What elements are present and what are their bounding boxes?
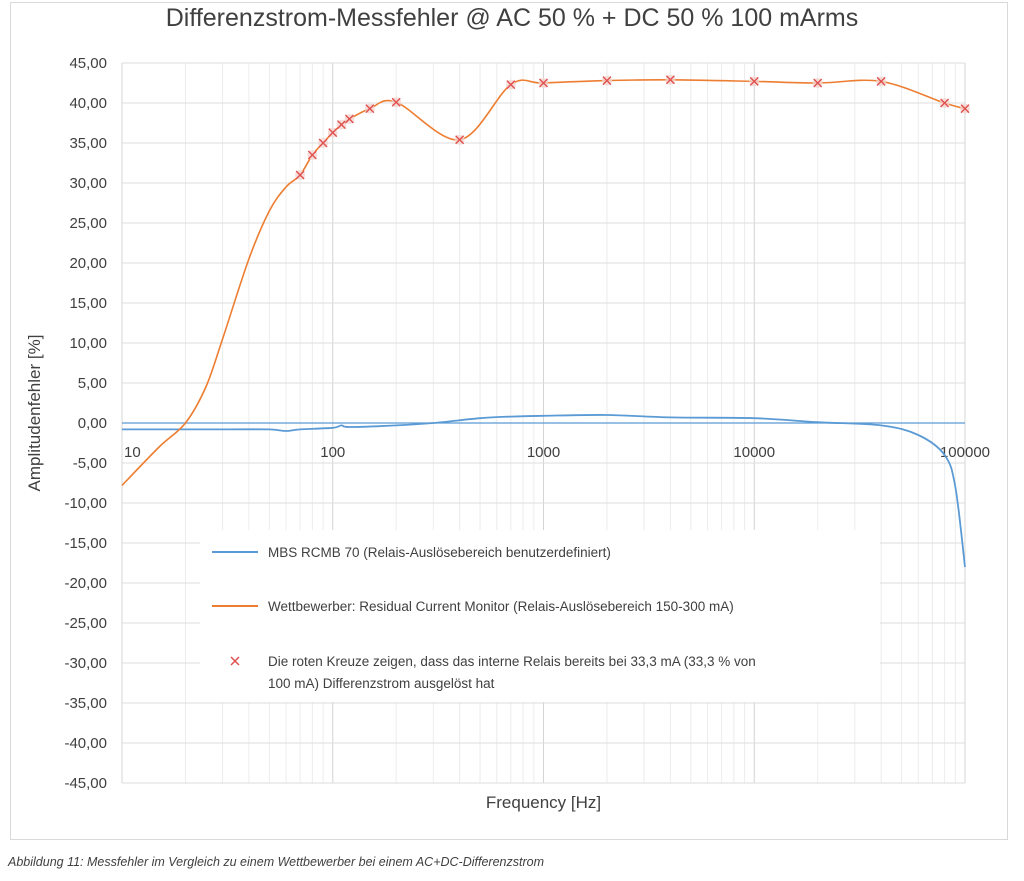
y-tick-label: -30,00 [64,655,107,672]
y-axis-title: Amplitudenfehler [%] [25,335,44,492]
y-tick-label: 35,00 [69,135,107,152]
relay-trip-cross-marker [365,104,375,114]
chart: 45,00 40,00 35,00 30,00 25,00 20,00 15,00 10,00… [25,55,990,812]
relay-trip-cross-marker [813,78,823,88]
legend-box [200,530,880,702]
y-tick-label: 20,00 [69,255,107,272]
y-tick-label: -10,00 [64,495,107,512]
relay-trip-cross-marker [328,128,338,138]
x-tick-label: 100 [320,444,345,461]
relay-trip-cross-marker [539,78,548,88]
chart-title: Differenzstrom-Messfehler @ AC 50 % + DC… [165,4,859,32]
x-tick-label: 10 [124,444,141,461]
x-tick-label: 1000 [527,444,560,461]
relay-trip-cross-marker [960,104,970,114]
relay-trip-cross-marker [391,97,401,107]
y-tick-label: -5,00 [73,455,107,472]
y-tick-label: -45,00 [64,775,107,792]
relay-trip-cross-marker [295,170,305,180]
relay-trip-cross-marker [506,80,516,90]
y-tick-label: 0,00 [78,415,107,432]
x-tick-label: 100000 [940,444,990,461]
figure-caption: Abbildung 11: Messfehler im Vergleich zu… [8,855,544,869]
y-tick-label: 45,00 [69,55,107,72]
legend: MBS RCMB 70 (Relais-Auslösebereich benut… [200,530,880,702]
relay-trip-cross-marker [318,138,328,148]
relay-trip-cross-marker [876,76,886,86]
y-tick-label: 5,00 [78,375,107,392]
y-tick-label: 40,00 [69,95,107,112]
series-line-rcmb [122,414,966,568]
legend-label-crosses-2: 100 mA) Differenzstrom ausgelöst hat [268,676,495,691]
relay-trip-cross-marker [307,150,317,160]
y-tick-label: -40,00 [64,735,107,752]
y-tick-label: -25,00 [64,615,107,632]
legend-label-crosses: Die roten Kreuze zeigen, dass das intern… [268,654,756,669]
relay-trip-cross-marker [749,76,759,86]
x-tick-label: 10000 [733,444,775,461]
legend-label-competitor: Wettbewerber: Residual Current Monitor (… [268,599,734,614]
y-tick-label: -35,00 [64,695,107,712]
y-tick-label: -15,00 [64,535,107,552]
y-tick-label: 30,00 [69,175,107,192]
relay-trip-cross-marker [344,114,354,124]
relay-trip-cross-marker [665,75,675,85]
y-tick-label: -20,00 [64,575,107,592]
legend-cross-icon [230,656,240,666]
y-tick-label: 25,00 [69,215,107,232]
x-axis-title: Frequency [Hz] [486,793,601,812]
y-tick-label: 10,00 [69,335,107,352]
chart-frame [10,2,1008,840]
legend-label-rcmb: MBS RCMB 70 (Relais-Auslösebereich benut… [268,545,611,560]
relay-trip-cross-marker [336,120,346,130]
relay-trip-cross-marker [940,98,950,108]
relay-trip-cross-marker [602,76,612,86]
relay-trip-cross-marker [455,135,465,145]
y-tick-label: 15,00 [69,295,107,312]
